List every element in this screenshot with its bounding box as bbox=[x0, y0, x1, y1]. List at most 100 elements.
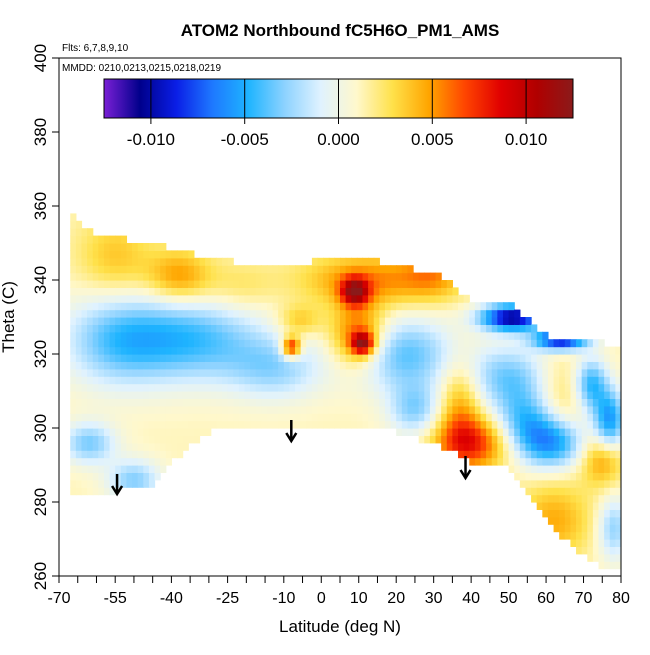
heatmap-cell bbox=[210, 272, 217, 281]
heatmap-cell bbox=[210, 302, 217, 311]
heatmap-cell bbox=[514, 472, 521, 481]
heatmap-cell bbox=[368, 391, 375, 399]
heatmap-cell bbox=[70, 294, 77, 303]
heatmap-cell bbox=[81, 472, 88, 481]
heatmap-cell bbox=[592, 524, 600, 533]
heatmap-cell bbox=[519, 324, 527, 333]
heatmap-cell bbox=[171, 391, 178, 399]
heatmap-cell bbox=[463, 331, 470, 340]
heatmap-cell bbox=[446, 383, 453, 392]
heatmap-cell bbox=[368, 272, 375, 281]
heatmap-cell bbox=[334, 324, 341, 333]
heatmap-cell bbox=[576, 442, 583, 451]
heatmap-cell bbox=[581, 405, 588, 414]
heatmap-cell bbox=[210, 257, 217, 266]
heatmap-cell bbox=[126, 405, 133, 414]
heatmap-cell bbox=[227, 361, 234, 370]
heatmap-cell bbox=[177, 391, 184, 399]
heatmap-cell bbox=[199, 294, 206, 303]
heatmap-cell bbox=[193, 383, 201, 392]
heatmap-cell bbox=[441, 346, 448, 355]
heatmap-cell bbox=[390, 272, 397, 281]
heatmap-cell bbox=[323, 257, 330, 266]
heatmap-cell bbox=[81, 272, 88, 281]
heatmap-cell bbox=[446, 302, 453, 311]
heatmap-cell bbox=[216, 309, 223, 318]
heatmap-cell bbox=[570, 472, 577, 481]
heatmap-cell bbox=[452, 324, 459, 333]
heatmap-cell bbox=[115, 324, 122, 333]
heatmap-cell bbox=[564, 413, 572, 422]
heatmap-cell bbox=[469, 413, 476, 422]
heatmap-cell bbox=[351, 413, 358, 422]
heatmap-cell bbox=[132, 243, 139, 251]
heatmap-cell bbox=[210, 339, 217, 348]
heatmap-cell bbox=[508, 302, 515, 311]
heatmap-cell bbox=[199, 331, 206, 340]
heatmap-cell bbox=[401, 309, 409, 318]
heatmap-cell bbox=[553, 383, 560, 392]
heatmap-cell bbox=[126, 287, 133, 296]
heatmap-cell bbox=[547, 398, 555, 407]
heatmap-cell bbox=[407, 368, 414, 377]
heatmap-cell bbox=[295, 405, 302, 414]
heatmap-cell bbox=[148, 287, 156, 296]
heatmap-cell bbox=[581, 465, 588, 473]
heatmap-cell bbox=[177, 287, 184, 296]
heatmap-cell bbox=[109, 243, 116, 251]
heatmap-cell bbox=[373, 280, 380, 288]
heatmap-cell bbox=[300, 398, 307, 407]
heatmap-cell bbox=[334, 294, 341, 303]
heatmap-cell bbox=[132, 250, 139, 259]
heatmap-cell bbox=[559, 502, 566, 510]
heatmap-cell bbox=[345, 413, 352, 422]
heatmap-cell bbox=[109, 405, 116, 414]
heatmap-cell bbox=[120, 243, 128, 251]
heatmap-cell bbox=[143, 309, 150, 318]
heatmap-cell bbox=[340, 265, 347, 274]
heatmap-cell bbox=[390, 413, 397, 422]
heatmap-cell bbox=[81, 354, 88, 362]
heatmap-cell bbox=[604, 346, 611, 355]
heatmap-cell bbox=[514, 368, 521, 377]
heatmap-cell bbox=[514, 376, 521, 385]
heatmap-cell bbox=[109, 413, 116, 422]
heatmap-cell bbox=[137, 479, 144, 488]
heatmap-cell bbox=[283, 376, 291, 385]
heatmap-cell bbox=[609, 553, 616, 562]
heatmap-cell bbox=[576, 465, 583, 473]
heatmap-cell bbox=[328, 309, 335, 318]
heatmap-cell bbox=[233, 309, 240, 318]
heatmap-cell bbox=[272, 361, 279, 370]
heatmap-cell bbox=[221, 361, 229, 370]
heatmap-cell bbox=[615, 516, 621, 525]
heatmap-cell bbox=[70, 235, 77, 244]
heatmap-cell bbox=[525, 479, 532, 488]
heatmap-cell bbox=[148, 391, 156, 399]
heatmap-cell bbox=[519, 457, 527, 466]
heatmap-cell bbox=[92, 457, 99, 466]
heatmap-cell bbox=[75, 420, 83, 429]
heatmap-cell bbox=[525, 391, 532, 399]
heatmap-cell bbox=[238, 391, 246, 399]
heatmap-cell bbox=[435, 383, 442, 392]
heatmap-cell bbox=[328, 346, 335, 355]
heatmap-cell bbox=[300, 354, 307, 362]
heatmap-cell bbox=[570, 524, 577, 533]
heatmap-cell bbox=[75, 317, 83, 325]
heatmap-cell bbox=[553, 457, 560, 466]
heatmap-cell bbox=[171, 339, 178, 348]
heatmap-cell bbox=[384, 317, 392, 325]
heatmap-cell bbox=[547, 428, 555, 436]
heatmap-cell bbox=[317, 376, 324, 385]
heatmap-cell bbox=[81, 243, 88, 251]
heatmap-cell bbox=[542, 457, 549, 466]
heatmap-cell bbox=[278, 339, 285, 348]
heatmap-cell bbox=[210, 354, 217, 362]
x-tick-label: 60 bbox=[537, 590, 555, 607]
heatmap-cell bbox=[193, 346, 201, 355]
heatmap-cell bbox=[514, 354, 521, 362]
heatmap-cell bbox=[508, 354, 515, 362]
heatmap-cell bbox=[266, 287, 274, 296]
heatmap-cell bbox=[98, 294, 105, 303]
